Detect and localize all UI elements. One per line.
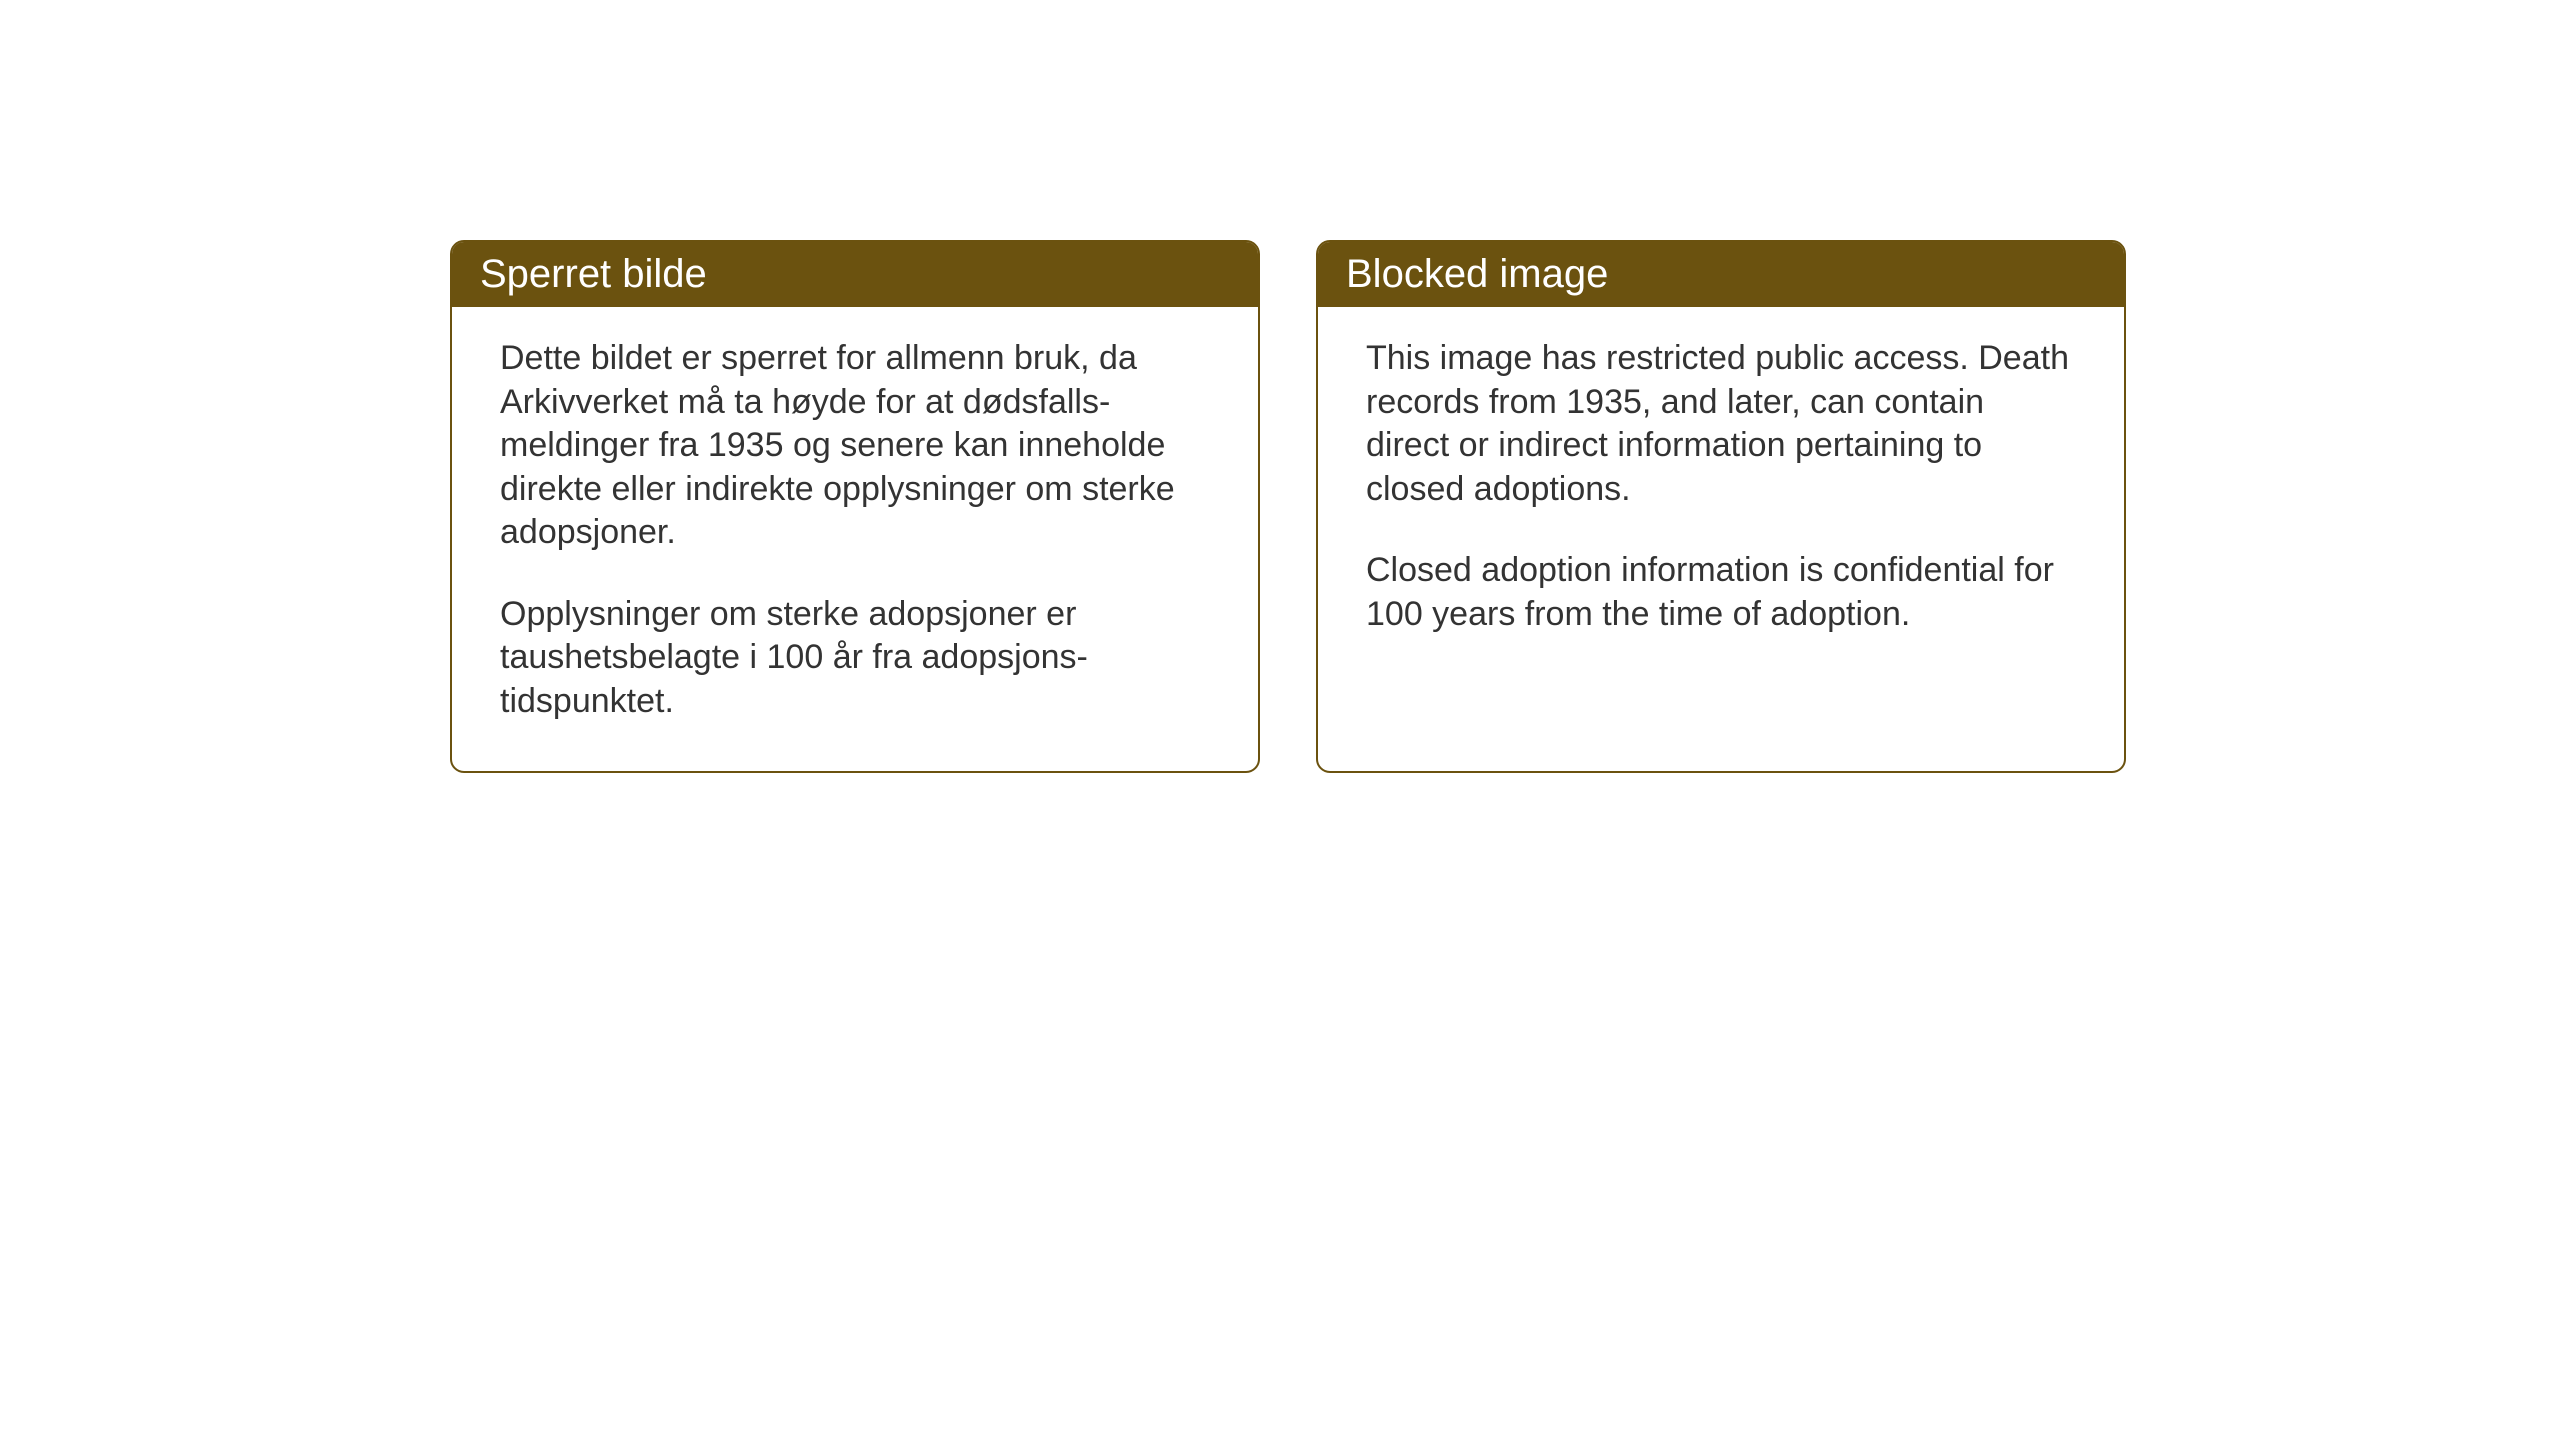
card-norwegian-body: Dette bildet er sperret for allmenn bruk… — [452, 307, 1258, 771]
card-norwegian-title: Sperret bilde — [480, 252, 707, 296]
card-english: Blocked image This image has restricted … — [1316, 240, 2126, 773]
cards-container: Sperret bilde Dette bildet er sperret fo… — [450, 240, 2126, 773]
card-english-header: Blocked image — [1318, 242, 2124, 307]
card-norwegian-paragraph2: Opplysninger om sterke adopsjoner er tau… — [500, 593, 1210, 724]
card-english-paragraph2: Closed adoption information is confident… — [1366, 549, 2076, 636]
card-english-paragraph1: This image has restricted public access.… — [1366, 337, 2076, 511]
card-english-body: This image has restricted public access.… — [1318, 307, 2124, 684]
card-norwegian-header: Sperret bilde — [452, 242, 1258, 307]
card-norwegian: Sperret bilde Dette bildet er sperret fo… — [450, 240, 1260, 773]
card-english-title: Blocked image — [1346, 252, 1608, 296]
card-norwegian-paragraph1: Dette bildet er sperret for allmenn bruk… — [500, 337, 1210, 555]
